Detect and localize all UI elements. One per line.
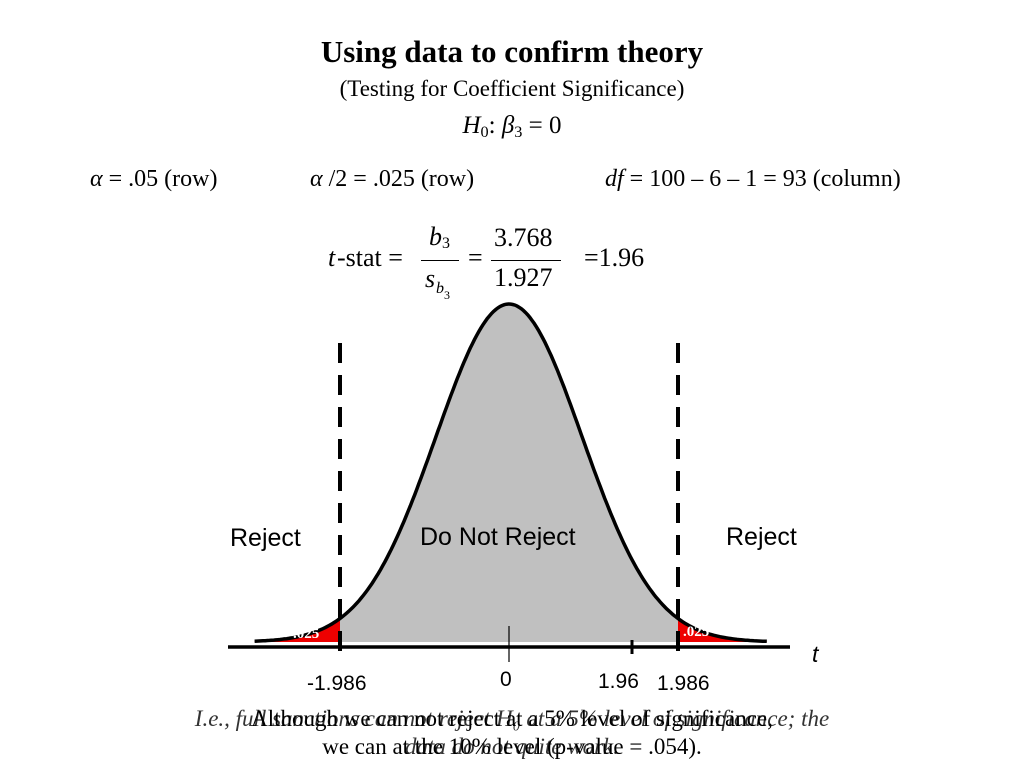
page-title: Using data to confirm theory bbox=[320, 34, 704, 69]
denominator-s-subsub: 3 bbox=[444, 288, 450, 302]
df-symbol: df bbox=[605, 166, 624, 192]
hypothesis-h-sub: 0 bbox=[480, 123, 489, 142]
t-stat-label: -stat = bbox=[337, 243, 403, 272]
reject-left-label: Reject bbox=[230, 524, 301, 552]
right-tail-area-value: .025 bbox=[683, 624, 710, 640]
fraction-bar-numeric bbox=[491, 260, 561, 261]
hypothesis-colon: : bbox=[488, 112, 502, 139]
left-tail-area-value: .025 bbox=[293, 626, 320, 642]
numerator-b-sub: 3 bbox=[442, 235, 450, 252]
t-symbol: t bbox=[328, 243, 336, 272]
alpha-symbol: α bbox=[90, 166, 103, 192]
t-axis-label: t bbox=[812, 641, 819, 667]
conclusion-line-1: Although we can not reject at a 5% level… bbox=[251, 706, 773, 731]
hypothesis-beta: β bbox=[501, 112, 515, 139]
acceptance-area bbox=[340, 304, 678, 642]
conclusion-line-2: we can at the 10% level (p-value = .054)… bbox=[322, 734, 702, 759]
left-rejection-area bbox=[254, 618, 340, 642]
reject-right-label: Reject bbox=[726, 523, 797, 551]
right-rejection-area bbox=[678, 618, 767, 642]
null-hypothesis: H0: β3 = 0 bbox=[0, 112, 1024, 142]
df-text: = 100 – 6 – 1 = 93 (column) bbox=[623, 166, 901, 192]
tick-tstat: 1.96 bbox=[598, 670, 639, 693]
tick-pos-critical: 1.986 bbox=[657, 672, 710, 695]
df-criterion: df = 100 – 6 – 1 = 93 (column) bbox=[605, 166, 901, 193]
alpha-half-symbol: α bbox=[310, 166, 323, 192]
page-subtitle: (Testing for Coefficient Significance) bbox=[339, 76, 685, 101]
alpha-half-text: /2 = .025 (row) bbox=[322, 166, 475, 192]
equals-sign: = bbox=[468, 243, 483, 272]
denominator-s: s bbox=[425, 264, 436, 293]
denominator-s-sub: b bbox=[436, 280, 444, 297]
hypothesis-beta-sub: 3 bbox=[514, 123, 523, 142]
hypothesis-h: H bbox=[462, 112, 481, 139]
do-not-reject-label: Do Not Reject bbox=[420, 523, 576, 551]
denominator-value: 1.927 bbox=[494, 263, 553, 292]
tick-zero: 0 bbox=[500, 668, 512, 691]
italic-note-line-1: I.e., full sanctions can not reject H₀ a… bbox=[194, 706, 830, 731]
italic-note-line-2: data do not quite work. bbox=[404, 734, 620, 759]
t-stat-formula: t -stat = b 3 s b 3 = 3.768 1.927 =1.96 bbox=[318, 221, 678, 311]
tick-neg-critical: -1.986 bbox=[307, 672, 367, 695]
alpha-half-criterion: α /2 = .025 (row) bbox=[310, 166, 474, 193]
numerator-value: 3.768 bbox=[494, 223, 553, 252]
fraction-bar-symbolic bbox=[421, 260, 459, 261]
numerator-b: b bbox=[429, 222, 442, 251]
hypothesis-rest: = 0 bbox=[522, 112, 562, 139]
t-stat-result: =1.96 bbox=[584, 243, 645, 272]
alpha-text: = .05 (row) bbox=[102, 166, 218, 192]
alpha-criterion: α = .05 (row) bbox=[90, 166, 217, 193]
